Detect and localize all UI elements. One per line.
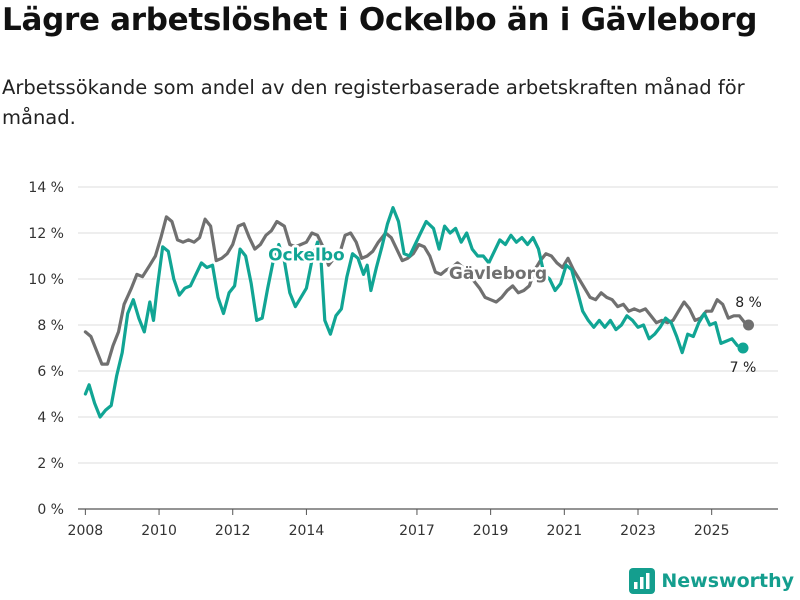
y-tick-label: 4 % [37, 410, 64, 426]
end-value-label: 8 % [735, 295, 762, 311]
x-tick-label: 2019 [473, 523, 509, 539]
y-tick-label: 10 % [28, 272, 64, 288]
x-tick-label: 2008 [68, 523, 104, 539]
y-tick-label: 12 % [28, 226, 64, 242]
chart-title: Lägre arbetslöshet i Ockelbo än i Gävleb… [2, 2, 758, 38]
series-line-ockelbo [83, 206, 745, 419]
newsworthy-logo-icon [629, 568, 656, 594]
series-label-ockelbo: Ockelbo [268, 246, 345, 266]
x-tick-label: 2021 [546, 523, 582, 539]
brand: Newsworthy [629, 568, 794, 594]
x-tick-label: 2017 [399, 523, 435, 539]
x-axis-ticks: 2008 2010 2012 2014 2017 2019 2021 2023 2025 [68, 509, 730, 539]
y-tick-label: 0 % [37, 502, 64, 518]
y-tick-label: 8 % [37, 318, 64, 334]
y-tick-label: 6 % [37, 364, 64, 380]
end-point-ockelbo [737, 342, 749, 354]
x-tick-label: 2014 [289, 523, 325, 539]
series-labels: 8 % Gävleborg 7 % Ockelbo [266, 243, 762, 376]
grid-lines [78, 186, 778, 510]
brand-name: Newsworthy [661, 570, 794, 592]
x-tick-label: 2012 [215, 523, 251, 539]
chart-subtitle: Arbetssökande som andel av den registerb… [2, 76, 745, 129]
x-tick-label: 2010 [141, 523, 177, 539]
series-line-gävleborg [83, 215, 751, 366]
y-axis-ticks: 0 % 2 % 4 % 6 % 8 % 10 % 12 % 14 % [28, 180, 64, 518]
end-point-gävleborg [743, 319, 755, 331]
x-tick-label: 2025 [694, 523, 730, 539]
y-tick-label: 2 % [37, 456, 64, 472]
x-tick-label: 2023 [620, 523, 656, 539]
y-tick-label: 14 % [28, 180, 64, 196]
series-label-gävleborg: Gävleborg [449, 264, 547, 284]
end-value-label: 7 % [730, 360, 757, 376]
series-lines [83, 206, 755, 419]
